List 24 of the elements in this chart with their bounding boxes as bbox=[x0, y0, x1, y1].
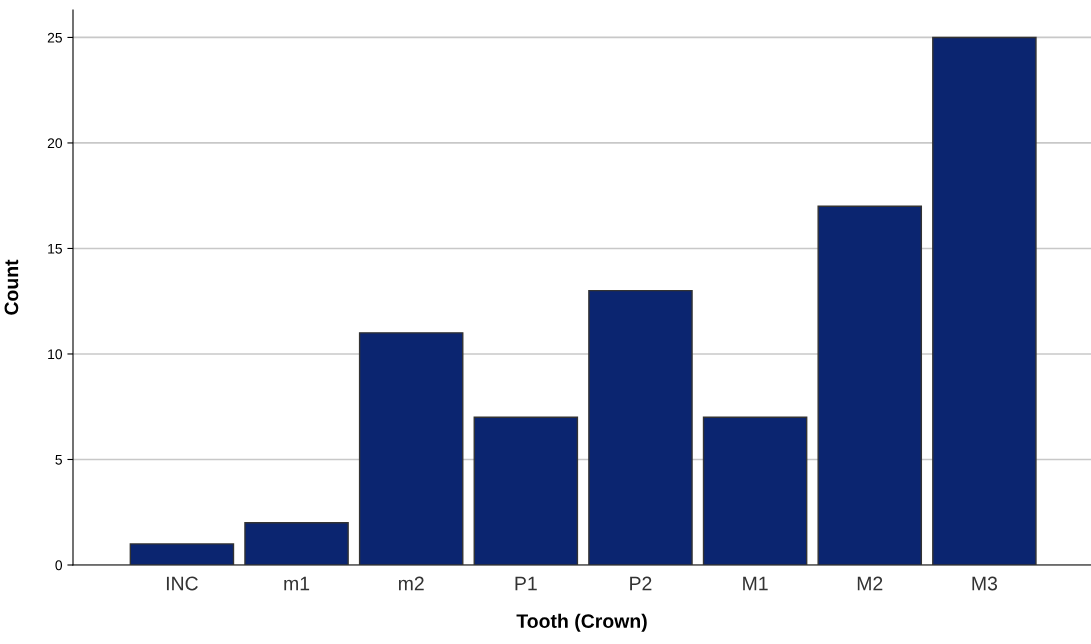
bar bbox=[702, 416, 808, 565]
bar bbox=[358, 332, 464, 565]
x-tick-label: M2 bbox=[857, 576, 883, 591]
y-axis-title: Count bbox=[4, 259, 19, 315]
y-tick-label: 0 bbox=[55, 560, 63, 571]
x-tick-label: P1 bbox=[515, 576, 537, 591]
x-tick-label: m1 bbox=[284, 576, 310, 591]
bar bbox=[244, 522, 349, 565]
x-axis-title: Tooth (Crown) bbox=[516, 613, 647, 632]
x-tick-label: M3 bbox=[972, 576, 998, 591]
y-tick-label: 20 bbox=[47, 138, 63, 149]
x-tick-label: M1 bbox=[743, 576, 768, 591]
x-tick-label: m2 bbox=[398, 576, 424, 591]
y-tick-label: 5 bbox=[55, 454, 62, 465]
bar bbox=[473, 416, 579, 565]
bar bbox=[817, 205, 923, 565]
x-tick-label: INC bbox=[166, 576, 198, 591]
y-tick-label: 10 bbox=[48, 349, 63, 360]
y-tick-label: 25 bbox=[47, 32, 62, 43]
bar bbox=[932, 36, 1037, 565]
y-tick-label: 15 bbox=[48, 243, 62, 254]
bar bbox=[588, 289, 693, 565]
bar bbox=[129, 543, 235, 565]
x-tick-label: P2 bbox=[630, 576, 652, 591]
